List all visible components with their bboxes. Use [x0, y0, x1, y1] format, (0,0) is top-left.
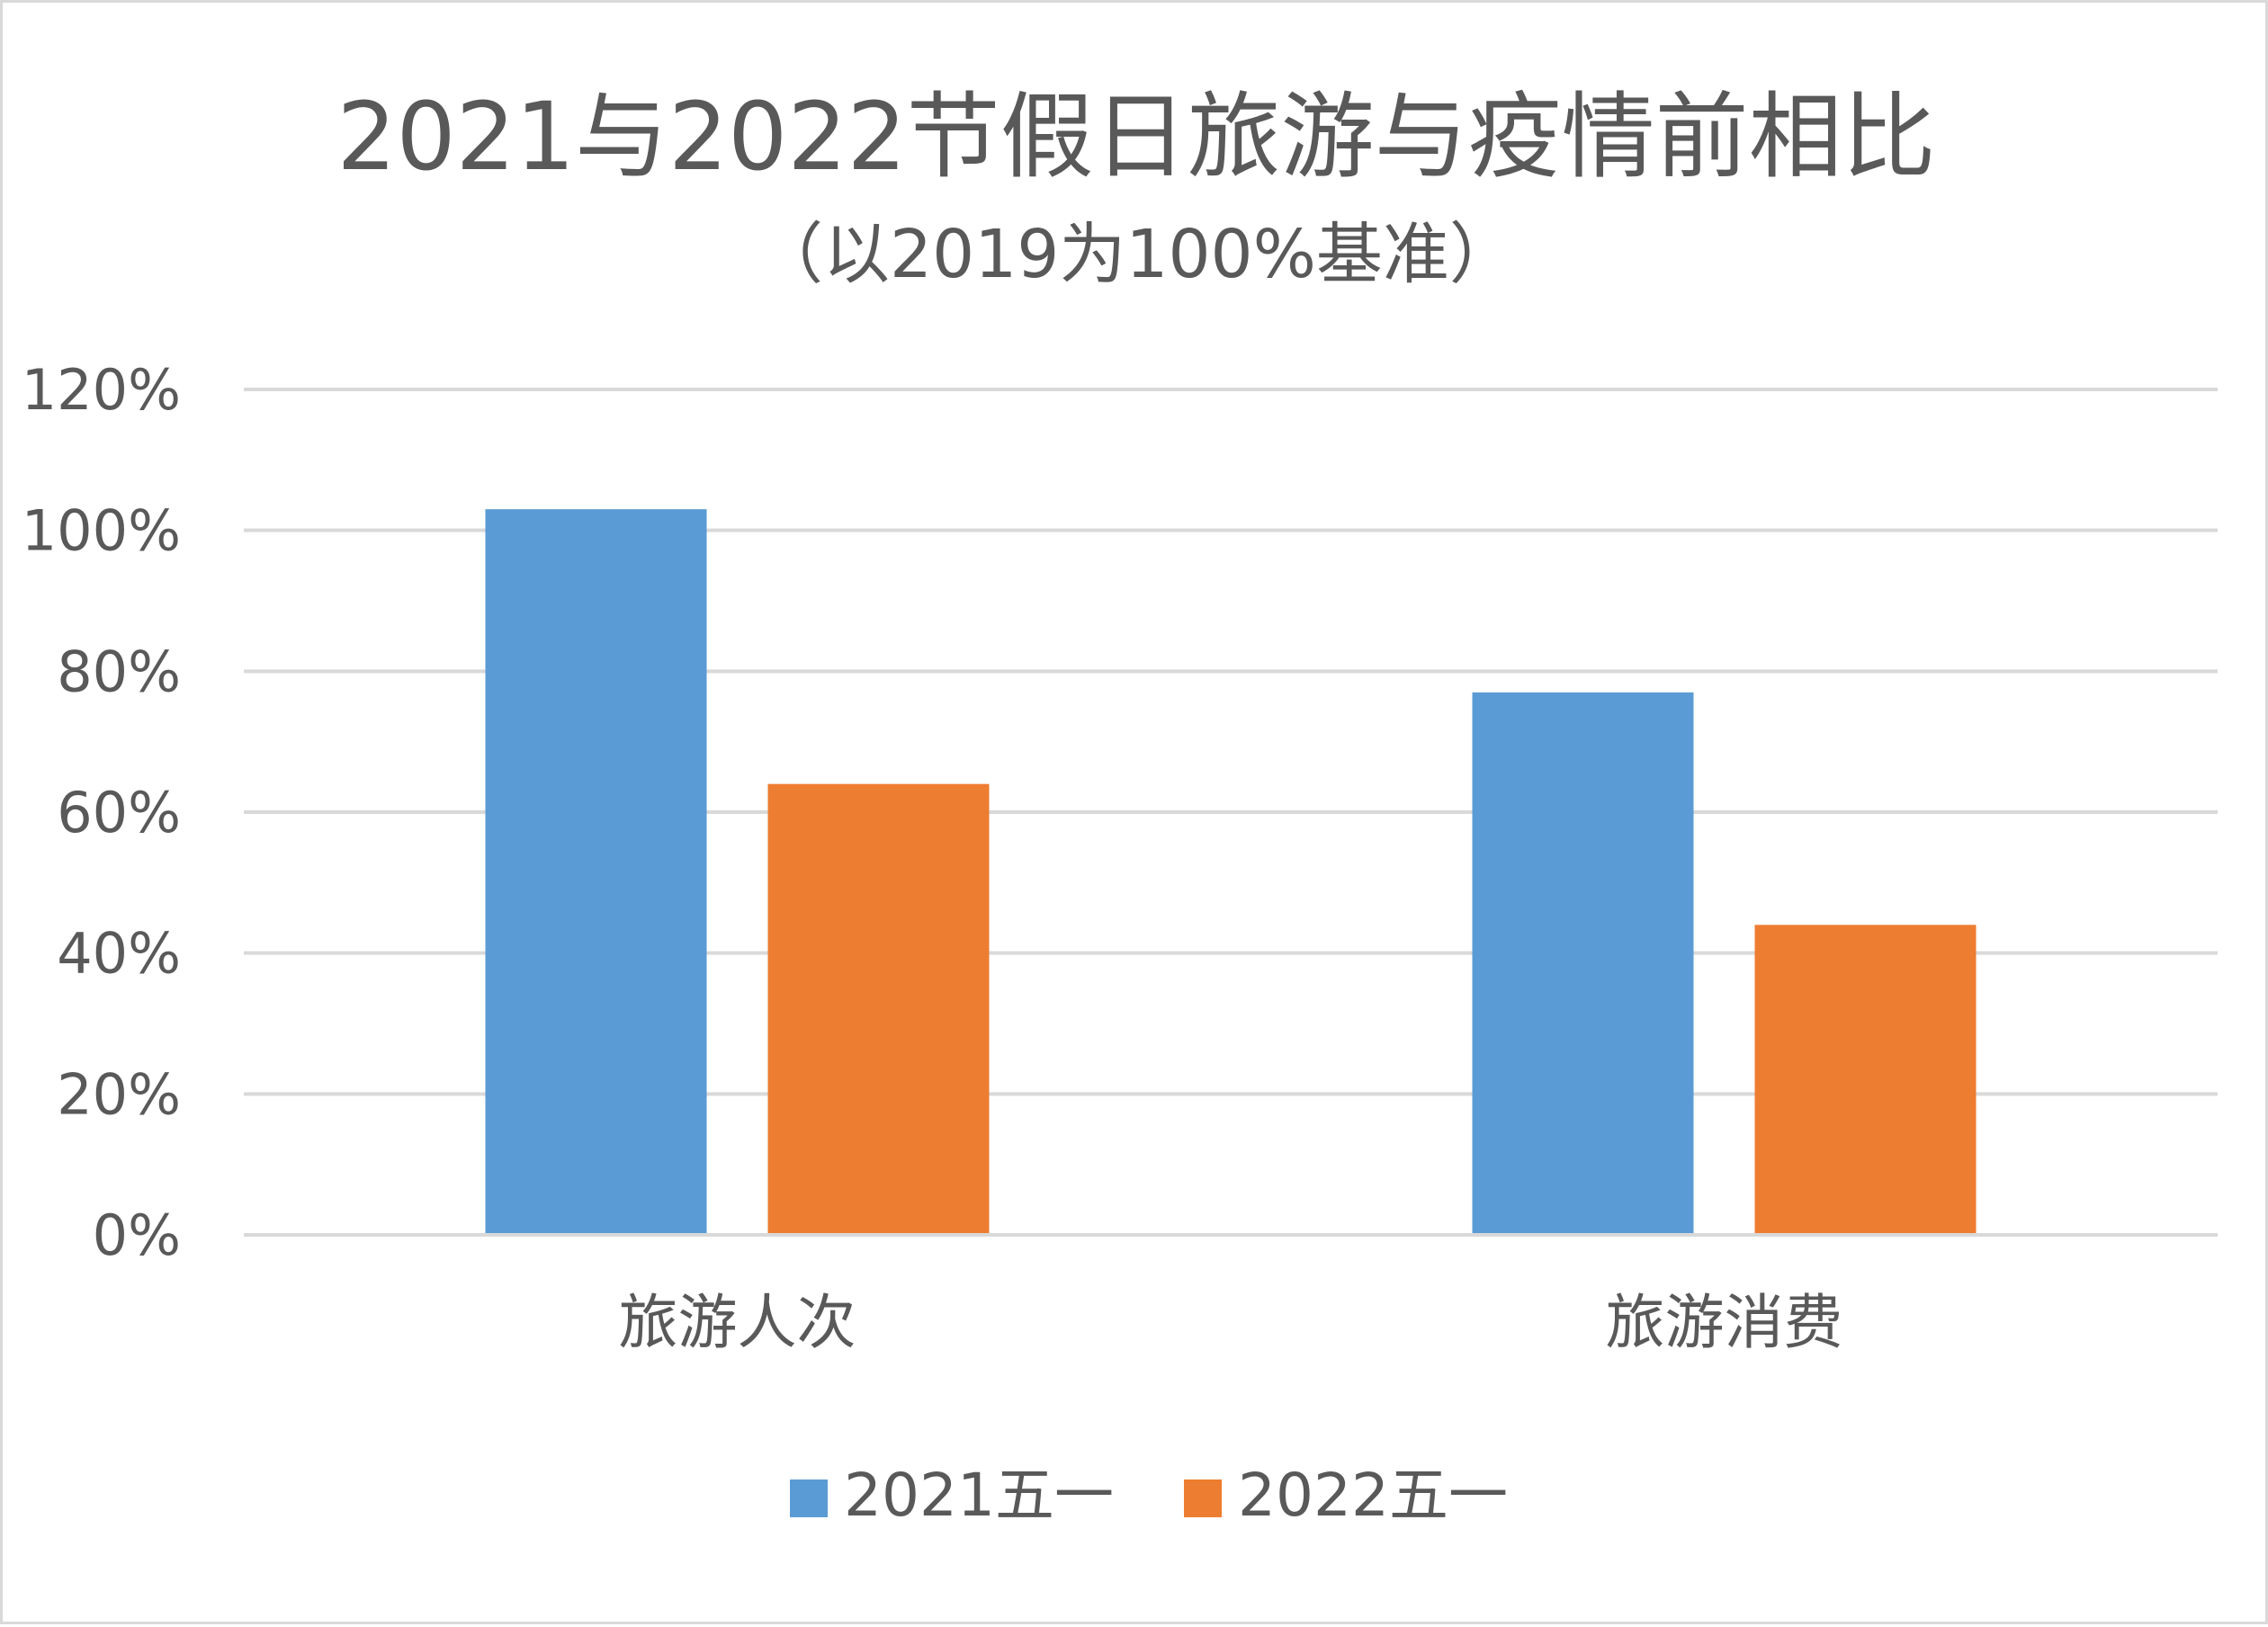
- x-category-label: 旅游人次: [619, 1288, 856, 1357]
- y-axis-tick-labels: 0% 20% 40% 60% 80% 100% 120%: [22, 357, 181, 1268]
- y-tick-label: 100%: [22, 498, 181, 564]
- x-axis-category-labels: 旅游人次 旅游消费: [619, 1288, 1843, 1357]
- y-tick-label: 0%: [93, 1202, 181, 1268]
- legend-swatch: [790, 1479, 828, 1517]
- bar-series-1-cat-2: [1472, 692, 1694, 1233]
- legend-swatch: [1184, 1479, 1222, 1517]
- bar-chart: 2021与2022节假日旅游与疫情前相比 （以2019为100%基准） 0% 20…: [22, 82, 2218, 1530]
- chart-subtitle: （以2019为100%基准）: [757, 216, 1516, 293]
- y-tick-label: 60%: [57, 780, 181, 845]
- bar-series-1-cat-1: [485, 509, 707, 1233]
- y-tick-label: 120%: [22, 357, 181, 423]
- legend-label: 2022五一: [1238, 1461, 1508, 1530]
- y-tick-label: 80%: [57, 639, 181, 704]
- bar-series-2-cat-1: [767, 783, 990, 1233]
- bar-series-2-cat-2: [1754, 925, 1977, 1233]
- x-category-label: 旅游消费: [1606, 1288, 1843, 1357]
- legend: 2021五一 2022五一: [790, 1461, 1508, 1530]
- bars: [485, 509, 1977, 1233]
- legend-label: 2021五一: [844, 1461, 1114, 1530]
- y-tick-label: 40%: [57, 921, 181, 987]
- y-tick-label: 20%: [57, 1061, 181, 1127]
- chart-title: 2021与2022节假日旅游与疫情前相比: [336, 82, 1935, 192]
